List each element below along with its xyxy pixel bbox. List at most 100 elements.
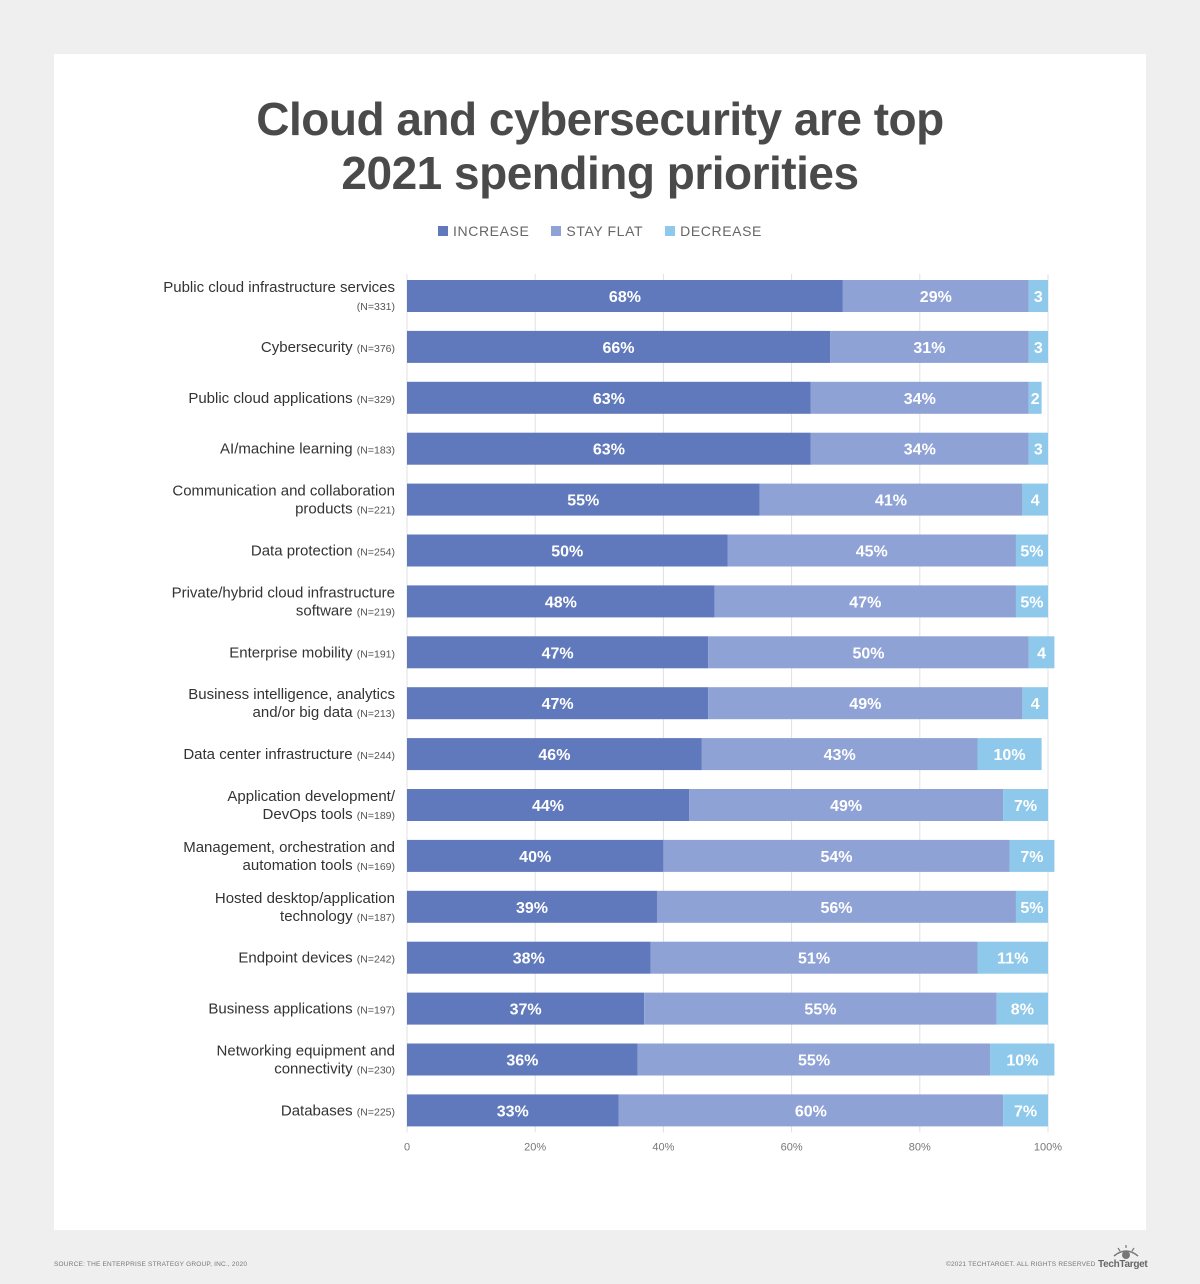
- bar-decrease-9: [977, 738, 1042, 771]
- bar-increase-11: [407, 839, 664, 872]
- bar-increase-8: [407, 687, 709, 720]
- bar-increase-0: [407, 280, 843, 312]
- category-label-12-line1: Hosted desktop/application: [215, 890, 395, 907]
- bar-decrease-7: [1028, 636, 1055, 669]
- bar-label-decrease-8: 4: [1031, 696, 1040, 713]
- bar-label-increase-12: 39%: [516, 900, 548, 917]
- bar-stay-flat-3: [810, 432, 1029, 465]
- bar-label-stay-flat-11: 54%: [820, 849, 852, 866]
- bar-stay-flat-14: [644, 992, 997, 1025]
- bar-label-decrease-9: 10%: [994, 747, 1026, 764]
- bar-label-stay-flat-2: 34%: [904, 391, 936, 408]
- bar-stay-flat-11: [663, 839, 1010, 872]
- bar-increase-3: [407, 432, 811, 465]
- bar-label-increase-7: 47%: [542, 645, 574, 662]
- bar-label-increase-5: 50%: [551, 544, 583, 561]
- bar-decrease-0: [1028, 280, 1048, 312]
- bar-decrease-5: [1015, 534, 1048, 567]
- bar-label-increase-13: 38%: [513, 951, 545, 968]
- bar-label-decrease-10: 7%: [1014, 798, 1037, 815]
- bar-label-stay-flat-15: 55%: [798, 1053, 830, 1070]
- bar-label-decrease-1: 3: [1034, 340, 1043, 357]
- category-label-12: technology (N=187): [280, 908, 395, 925]
- bar-stay-flat-15: [637, 1043, 991, 1076]
- bar-label-increase-0: 68%: [609, 289, 641, 306]
- bar-label-decrease-15: 10%: [1006, 1053, 1038, 1070]
- category-label-3: AI/machine learning (N=183): [220, 441, 395, 458]
- bar-decrease-8: [1022, 687, 1048, 720]
- bar-stay-flat-5: [727, 534, 1016, 567]
- bar-decrease-13: [977, 941, 1048, 974]
- bar-label-stay-flat-14: 55%: [804, 1002, 836, 1019]
- x-tick-label-2: 40%: [652, 1141, 674, 1153]
- legend-label-stay-flat: STAY FLAT: [566, 223, 644, 239]
- legend-label-decrease: DECREASE: [680, 223, 762, 239]
- x-tick-label-3: 60%: [781, 1141, 803, 1153]
- bar-increase-13: [407, 941, 651, 974]
- x-tick-label-1: 20%: [524, 1141, 546, 1153]
- bar-label-stay-flat-3: 34%: [904, 442, 936, 459]
- bar-increase-7: [407, 636, 709, 669]
- bar-label-stay-flat-6: 47%: [849, 594, 881, 611]
- bar-label-increase-14: 37%: [510, 1002, 542, 1019]
- category-label-10-line1: Application development/: [227, 788, 395, 805]
- bar-label-decrease-2: 2: [1031, 391, 1040, 408]
- category-label-4-line1: Communication and collaboration: [172, 483, 395, 500]
- category-label-6: software (N=219): [296, 602, 395, 619]
- legend-swatch-decrease: [665, 226, 676, 236]
- bar-label-stay-flat-8: 49%: [849, 696, 881, 713]
- bar-stay-flat-0: [842, 280, 1029, 312]
- bar-label-increase-8: 47%: [542, 696, 574, 713]
- chart-title-line-1: Cloud and cybersecurity are top: [256, 93, 944, 145]
- bar-stay-flat-7: [708, 636, 1029, 669]
- bar-label-stay-flat-7: 50%: [853, 645, 885, 662]
- bar-stay-flat-6: [714, 585, 1016, 618]
- bar-label-increase-10: 44%: [532, 798, 564, 815]
- bar-increase-5: [407, 534, 728, 567]
- bar-label-decrease-16: 7%: [1014, 1103, 1037, 1120]
- bar-decrease-3: [1028, 432, 1048, 465]
- category-label-0: (N=331): [357, 301, 395, 313]
- bar-label-decrease-11: 7%: [1020, 849, 1043, 866]
- copyright-note: ©2021 TECHTARGET. ALL RIGHTS RESERVED: [946, 1261, 1096, 1268]
- source-note: SOURCE: THE ENTERPRISE STRATEGY GROUP, I…: [54, 1261, 248, 1268]
- chart-title: Cloud and cybersecurity are top 2021 spe…: [0, 92, 1200, 200]
- bar-decrease-11: [1009, 839, 1055, 872]
- legend-item-decrease: DECREASE: [665, 223, 762, 239]
- category-label-14: Business applications (N=197): [208, 1001, 395, 1018]
- bar-label-decrease-5: 5%: [1020, 544, 1043, 561]
- chart-title-line-2: 2021 spending priorities: [341, 147, 859, 199]
- bar-label-increase-15: 36%: [506, 1053, 538, 1070]
- bar-label-stay-flat-1: 31%: [913, 340, 945, 357]
- bar-increase-1: [407, 330, 831, 363]
- category-label-15-line1: Networking equipment and: [217, 1043, 395, 1060]
- bar-label-stay-flat-0: 29%: [920, 289, 952, 306]
- x-tick-label-5: 100%: [1034, 1141, 1062, 1153]
- bar-stay-flat-16: [618, 1094, 1004, 1127]
- bar-stay-flat-13: [650, 941, 978, 974]
- bar-increase-15: [407, 1043, 638, 1076]
- bar-label-increase-6: 48%: [545, 594, 577, 611]
- category-label-9: Data center infrastructure (N=244): [183, 746, 395, 763]
- bar-label-decrease-7: 4: [1037, 645, 1046, 662]
- bar-label-stay-flat-13: 51%: [798, 951, 830, 968]
- bar-increase-2: [407, 381, 811, 414]
- bar-stay-flat-4: [759, 483, 1023, 516]
- bar-label-increase-2: 63%: [593, 391, 625, 408]
- category-label-6-line1: Private/hybrid cloud infrastructure: [172, 584, 395, 601]
- category-label-11-line1: Management, orchestration and: [183, 839, 395, 856]
- legend-swatch-increase: [438, 226, 449, 236]
- bar-increase-6: [407, 585, 715, 618]
- bar-label-decrease-14: 8%: [1011, 1002, 1034, 1019]
- bar-stay-flat-10: [689, 789, 1004, 821]
- bar-label-decrease-3: 3: [1034, 442, 1043, 459]
- bar-increase-9: [407, 738, 702, 771]
- bar-decrease-16: [1003, 1094, 1048, 1127]
- x-tick-label-0: 0: [404, 1141, 410, 1153]
- bar-label-decrease-12: 5%: [1020, 900, 1043, 917]
- bar-label-stay-flat-12: 56%: [820, 900, 852, 917]
- bar-stay-flat-8: [708, 687, 1023, 720]
- bar-decrease-12: [1015, 890, 1048, 923]
- bar-decrease-14: [996, 992, 1048, 1025]
